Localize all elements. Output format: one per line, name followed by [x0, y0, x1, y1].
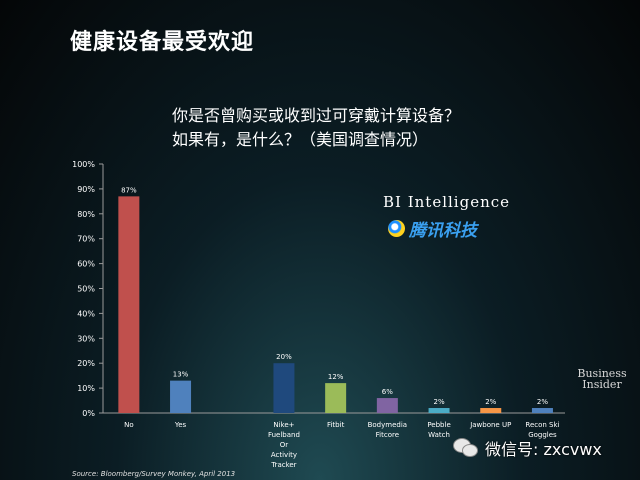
- data-label: 2%: [433, 398, 444, 406]
- bar: [325, 383, 347, 413]
- business-insider-line-2: Insider: [582, 378, 622, 391]
- data-label: 2%: [537, 398, 548, 406]
- category-label: Pebble Watch: [427, 421, 450, 439]
- y-tick-label: 80%: [77, 210, 95, 219]
- wechat-icon: [453, 438, 479, 458]
- source-note: Source: Bloomberg/Survey Monkey, April 2…: [72, 470, 236, 478]
- category-label: Fitbit: [327, 421, 345, 429]
- data-label: 87%: [121, 186, 137, 194]
- business-insider-logo: Business Insider: [572, 368, 632, 390]
- category-label: Yes: [174, 421, 187, 429]
- bar: [118, 196, 140, 413]
- y-tick-label: 50%: [77, 285, 95, 294]
- category-label: Recon Ski Goggles: [525, 421, 559, 439]
- category-label: Jawbone UP: [469, 421, 511, 429]
- tencent-logo-icon: [388, 220, 405, 237]
- question-line-1: 你是否曾购买或收到过可穿戴计算设备？: [172, 106, 461, 125]
- y-tick-label: 60%: [77, 260, 95, 269]
- y-tick-label: 100%: [72, 160, 95, 169]
- data-label: 6%: [382, 388, 393, 396]
- bar: [531, 408, 553, 413]
- bar: [273, 363, 295, 413]
- bar: [376, 398, 398, 413]
- data-label: 2%: [485, 398, 496, 406]
- category-label: No: [124, 421, 134, 429]
- y-tick-label: 0%: [82, 409, 95, 418]
- question-line-2: 如果有，是什么？（美国调查情况）: [172, 130, 429, 149]
- tencent-tech-logo: 腾讯科技: [388, 216, 477, 241]
- category-label: Bodymedia Fitcore: [368, 421, 407, 439]
- business-insider-line-1: Business: [577, 367, 627, 380]
- y-tick-label: 90%: [77, 185, 95, 194]
- bar: [428, 408, 450, 413]
- data-label: 13%: [173, 371, 189, 379]
- bar: [480, 408, 502, 413]
- y-tick-label: 40%: [77, 309, 95, 318]
- page-title: 健康设备最受欢迎: [70, 30, 255, 55]
- y-tick-label: 10%: [77, 384, 95, 393]
- wechat-watermark: 微信号: zxcvwx: [453, 436, 602, 460]
- category-label: Nike+ Fuelband Or Activity Tracker: [268, 421, 300, 469]
- y-tick-label: 30%: [77, 334, 95, 343]
- wechat-id: 微信号: zxcvwx: [485, 440, 602, 459]
- chart-question: 你是否曾购买或收到过可穿戴计算设备？ 如果有，是什么？（美国调查情况）: [172, 104, 532, 152]
- data-label: 12%: [328, 373, 344, 381]
- y-tick-label: 70%: [77, 235, 95, 244]
- bi-intelligence-logo: BI Intelligence: [383, 193, 511, 211]
- y-tick-label: 20%: [77, 359, 95, 368]
- tencent-logo-text: 腾讯科技: [409, 221, 477, 241]
- data-label: 20%: [276, 353, 292, 361]
- bar: [170, 380, 192, 413]
